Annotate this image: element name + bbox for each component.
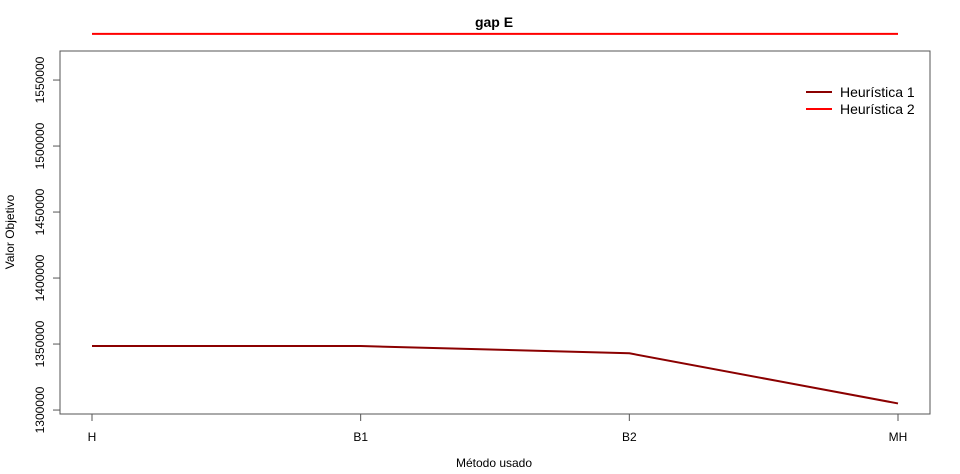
legend-label-2: Heurística 2 [840,101,915,117]
x-tick-label: B2 [622,430,637,444]
y-tick-label: 1400000 [33,254,47,301]
x-tick-label: H [88,430,97,444]
y-tick-label: 1550000 [33,56,47,103]
x-tick-label: MH [889,430,908,444]
y-tick-label: 1300000 [33,386,47,433]
series-line-heuristica-1 [92,345,899,405]
legend-label-1: Heurística 1 [840,84,915,100]
x-axis-label: Método usado [456,456,532,470]
x-axis: H B1 B2 MH [88,414,908,444]
y-axis-label: Valor Objetivo [3,194,17,269]
chart-title: gap E [475,14,513,30]
series-layer [92,32,899,405]
plot-frame [59,50,931,415]
y-tick-label: 1450000 [33,188,47,235]
x-tick-label: B1 [353,430,368,444]
y-tick-label: 1500000 [33,122,47,169]
y-axis: 1300000 1350000 1400000 1450000 1500000 15500… [33,56,60,433]
y-tick-label: 1350000 [33,320,47,367]
